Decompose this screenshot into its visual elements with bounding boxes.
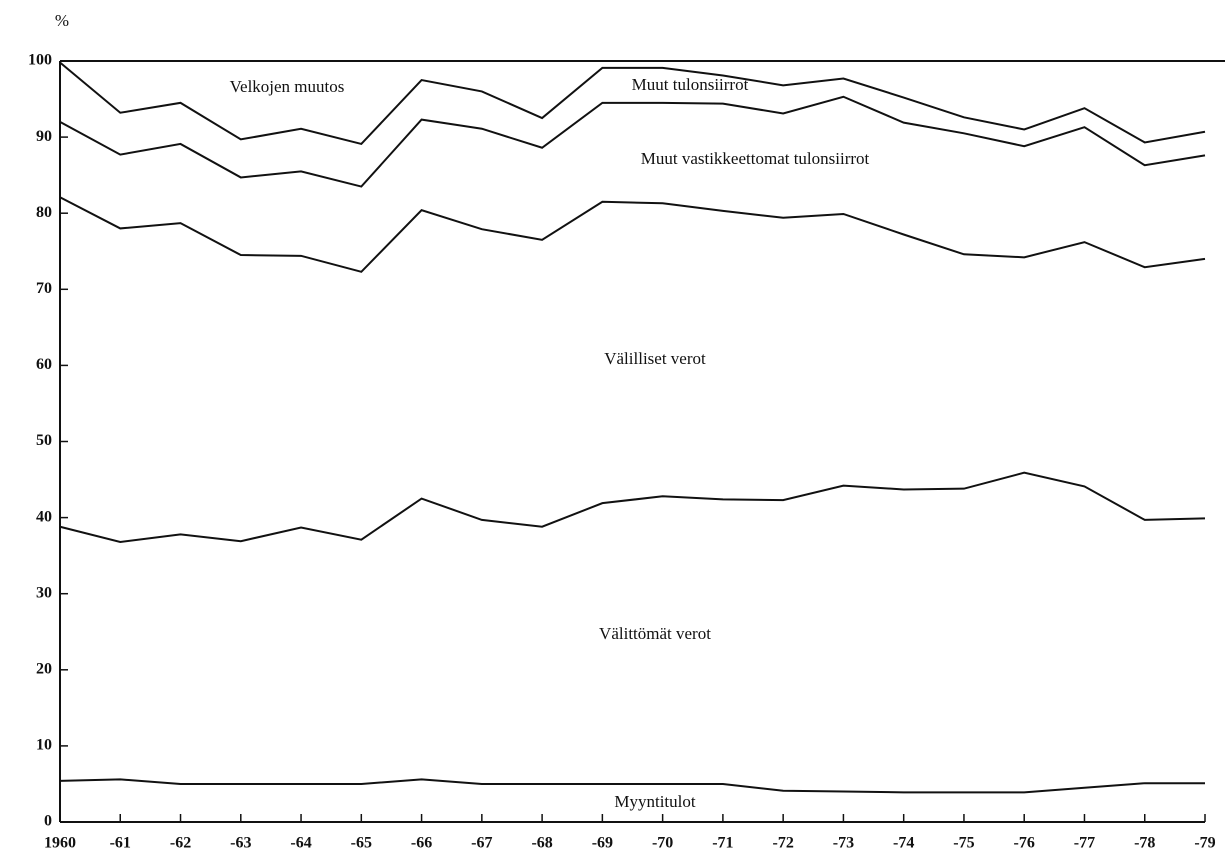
x-tick-label: -79 — [1194, 835, 1215, 852]
y-tick-label: 70 — [36, 280, 52, 297]
y-tick-label: 40 — [36, 508, 52, 525]
x-tick-label: -62 — [170, 835, 191, 852]
y-tick-label: 30 — [36, 584, 52, 601]
series-label: Välittömät verot — [599, 624, 711, 643]
x-tick-label: -71 — [712, 835, 733, 852]
y-tick-label: 90 — [36, 128, 52, 145]
x-tick-label: -66 — [411, 835, 432, 852]
y-tick-label: 60 — [36, 356, 52, 373]
y-tick-label: 100 — [28, 52, 52, 69]
series-line — [59, 778, 1205, 794]
series-label: Velkojen muutos — [230, 77, 345, 96]
x-tick-label: -65 — [351, 835, 372, 852]
x-tick-label: -72 — [772, 835, 793, 852]
y-tick-label: 50 — [36, 432, 52, 449]
x-tick-label: -63 — [230, 835, 251, 852]
x-tick-label: -73 — [833, 835, 854, 852]
x-tick-label: -64 — [290, 835, 311, 852]
series-line — [59, 61, 1206, 146]
series-label: Välilliset verot — [604, 349, 706, 368]
series-line — [59, 196, 1206, 273]
series-label: Muut vastikkeettomat tulonsiirrot — [641, 149, 870, 168]
series-label: Muut tulonsiirrot — [632, 75, 749, 94]
x-tick-label: -75 — [953, 835, 974, 852]
y-tick-label: 20 — [36, 660, 52, 677]
x-tick-label: -78 — [1134, 835, 1155, 852]
x-tick-label: -67 — [471, 835, 492, 852]
x-tick-label: -70 — [652, 835, 673, 852]
x-tick-label: 1960 — [44, 835, 76, 852]
x-tick-label: -74 — [893, 835, 914, 852]
x-tick-label: -77 — [1074, 835, 1095, 852]
y-tick-label: 10 — [36, 737, 52, 754]
x-tick-label: -61 — [110, 835, 131, 852]
y-tick-label: 0 — [44, 813, 52, 830]
y-axis-label: % — [55, 11, 69, 30]
y-tick-label: 80 — [36, 204, 52, 221]
series-line — [59, 95, 1206, 188]
x-tick-label: -69 — [592, 835, 613, 852]
series-line — [59, 471, 1206, 543]
x-tick-label: -76 — [1014, 835, 1035, 852]
series-label: Myyntitulot — [614, 792, 696, 811]
x-tick-label: -68 — [531, 835, 552, 852]
